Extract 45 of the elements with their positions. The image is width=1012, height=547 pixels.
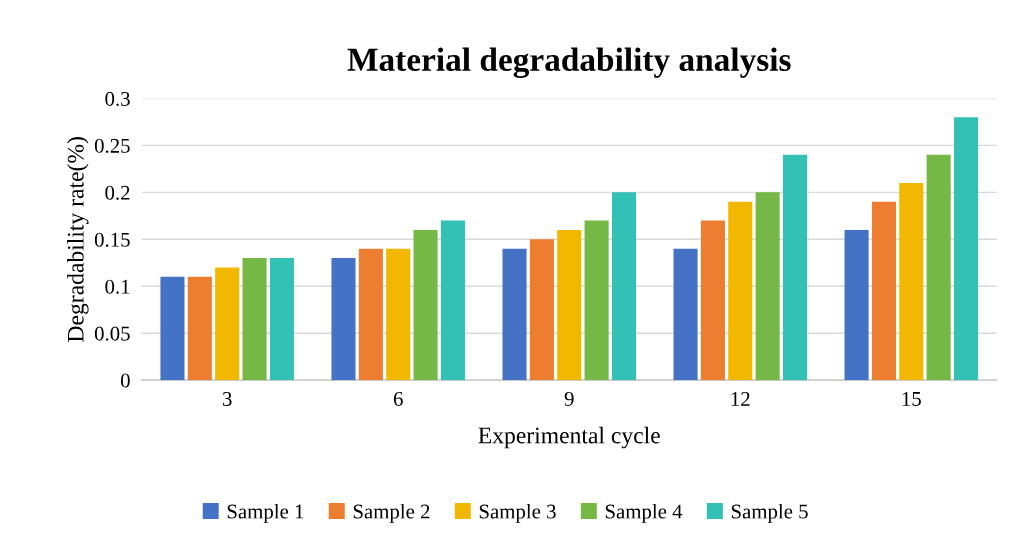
bar [358, 248, 383, 381]
bar [440, 220, 465, 381]
legend-label: Sample 5 [731, 503, 808, 523]
legend-label: Sample 1 [227, 503, 304, 523]
bar [700, 220, 725, 381]
bar [584, 220, 609, 381]
bar [611, 192, 637, 381]
bar [728, 201, 753, 381]
bar [755, 192, 780, 381]
bar [899, 182, 924, 381]
y-tick-label: 0.1 [105, 279, 130, 294]
x-tick-label: 12 [731, 391, 750, 406]
bar [160, 276, 185, 381]
bar [953, 117, 979, 381]
y-tick-label: 0.25 [94, 138, 130, 153]
bar [187, 276, 212, 381]
x-axis-title: Experimental cycle [478, 426, 660, 449]
y-tick-label: 0.3 [105, 91, 130, 106]
chart-title: Material degradability analysis [347, 47, 791, 79]
bar [871, 201, 896, 381]
bar [529, 239, 554, 381]
bar [844, 229, 869, 381]
y-tick-label: 0.2 [105, 185, 130, 200]
bar [557, 229, 582, 381]
bar [386, 248, 411, 381]
x-tick-label: 3 [222, 391, 232, 406]
bar [673, 248, 698, 381]
x-tick-label: 9 [564, 391, 574, 406]
bar [215, 267, 240, 381]
bar [269, 258, 294, 381]
bar [926, 154, 951, 381]
y-tick-label: 0 [120, 373, 130, 388]
legend-label: Sample 2 [353, 503, 430, 523]
bar [782, 154, 808, 381]
y-tick-label: 0.05 [94, 326, 130, 341]
y-axis-title: Degradability rate(%) [67, 137, 89, 342]
x-tick-label: 15 [902, 391, 921, 406]
bar [502, 248, 527, 381]
bar [242, 258, 267, 381]
legend-label: Sample 4 [605, 503, 683, 523]
y-tick-label: 0.15 [94, 232, 130, 247]
bar [331, 258, 356, 381]
legend-label: Sample 3 [479, 503, 556, 523]
x-tick-label: 6 [393, 391, 403, 406]
bar [413, 229, 438, 381]
